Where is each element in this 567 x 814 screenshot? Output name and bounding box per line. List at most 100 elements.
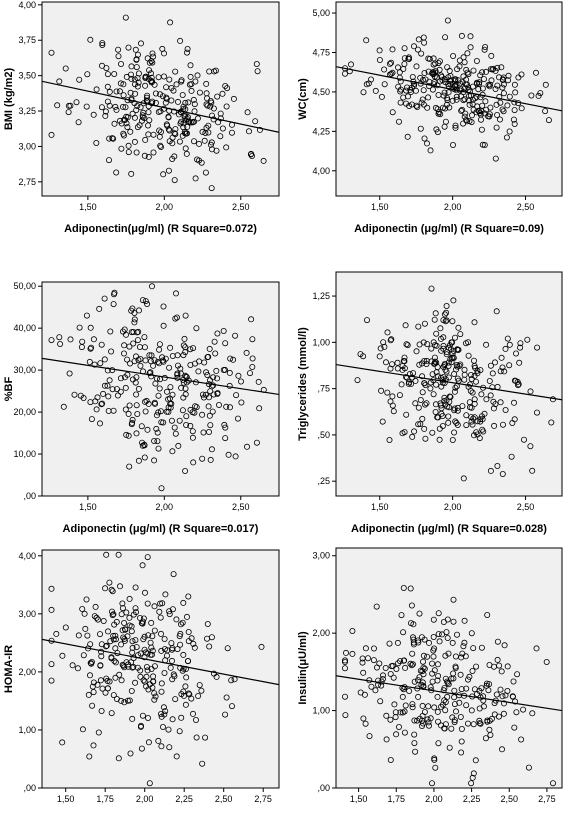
data-point — [169, 645, 176, 652]
data-point — [143, 94, 150, 101]
data-point — [207, 103, 214, 110]
data-point — [482, 98, 489, 105]
data-point — [510, 116, 517, 123]
data-point — [223, 103, 230, 110]
data-point — [100, 390, 107, 397]
regression-line — [42, 80, 279, 133]
data-point — [430, 55, 437, 62]
data-point — [446, 67, 453, 74]
data-point — [444, 95, 451, 102]
data-point — [105, 407, 112, 414]
data-point — [468, 414, 475, 421]
data-point — [48, 606, 55, 613]
data-point — [151, 603, 158, 610]
data-point — [126, 595, 133, 602]
data-point — [205, 403, 212, 410]
data-point — [438, 383, 445, 390]
data-point — [493, 308, 500, 315]
data-point — [431, 79, 438, 86]
data-point — [416, 610, 423, 617]
data-point — [144, 600, 151, 607]
data-point — [394, 365, 401, 372]
data-point — [220, 327, 227, 334]
data-point — [129, 376, 136, 383]
data-point — [419, 658, 426, 665]
data-point — [454, 346, 461, 353]
data-point — [112, 103, 119, 110]
y-tick-label: 1,00 — [312, 337, 330, 347]
y-tick-label: 4,75 — [312, 47, 330, 57]
data-point — [160, 303, 167, 310]
data-point — [123, 113, 130, 120]
data-point — [403, 341, 410, 348]
data-point — [67, 336, 74, 343]
data-point — [494, 462, 501, 469]
data-point — [87, 36, 94, 43]
data-point — [162, 99, 169, 106]
data-point — [482, 735, 489, 742]
data-point — [490, 398, 497, 405]
data-point — [388, 59, 395, 66]
data-point — [164, 122, 171, 129]
data-point — [486, 113, 493, 120]
data-point — [115, 46, 122, 53]
data-point — [463, 422, 470, 429]
data-point — [477, 418, 484, 425]
data-point — [478, 391, 485, 398]
data-point — [95, 729, 102, 736]
data-point — [118, 61, 125, 68]
data-point — [452, 665, 459, 672]
data-point — [143, 97, 150, 104]
data-point — [405, 54, 412, 61]
data-point — [162, 591, 169, 598]
data-point — [84, 632, 91, 639]
scatter-panel-6: ,001,002,003,001,501,752,002,252,502,75A… — [297, 547, 563, 804]
data-point — [418, 50, 425, 57]
data-point — [97, 677, 104, 684]
data-point — [441, 394, 448, 401]
data-point — [113, 696, 120, 703]
data-point — [249, 336, 256, 343]
scatter-panel-4: ,25 ,50 ,75 1,00 1,25 1,50 2,00 2,50 Adiponectin… — [297, 271, 563, 535]
data-point — [445, 362, 452, 369]
data-point — [412, 748, 419, 755]
data-point — [155, 109, 162, 116]
data-point — [396, 392, 403, 399]
data-point — [213, 367, 220, 374]
data-point — [144, 554, 151, 561]
data-point — [460, 643, 467, 650]
data-point — [121, 620, 128, 627]
data-point — [137, 673, 144, 680]
data-point — [341, 665, 348, 672]
data-point — [157, 614, 164, 621]
data-point — [436, 78, 443, 85]
data-point — [199, 128, 206, 135]
data-point — [472, 95, 479, 102]
data-point — [486, 717, 493, 724]
data-point — [416, 674, 423, 681]
data-point — [192, 717, 199, 724]
data-point — [144, 667, 151, 674]
plot-area — [335, 271, 563, 497]
y-tick-label: 40,00 — [13, 323, 36, 333]
data-point — [135, 385, 142, 392]
data-point — [381, 66, 388, 73]
data-point — [195, 140, 202, 147]
data-point — [151, 437, 158, 444]
data-point — [135, 307, 142, 314]
data-point — [438, 410, 445, 417]
data-point — [92, 603, 99, 610]
data-point — [109, 367, 116, 374]
data-point — [504, 77, 511, 84]
data-point — [465, 97, 472, 104]
x-tick-label: 2,75 — [538, 794, 556, 804]
data-point — [390, 674, 397, 681]
data-point — [142, 136, 149, 143]
data-point — [370, 657, 377, 664]
data-point — [87, 345, 94, 352]
data-point — [362, 720, 369, 727]
data-point — [163, 408, 170, 415]
data-point — [129, 110, 136, 117]
data-point — [447, 346, 454, 353]
data-point — [372, 87, 379, 94]
